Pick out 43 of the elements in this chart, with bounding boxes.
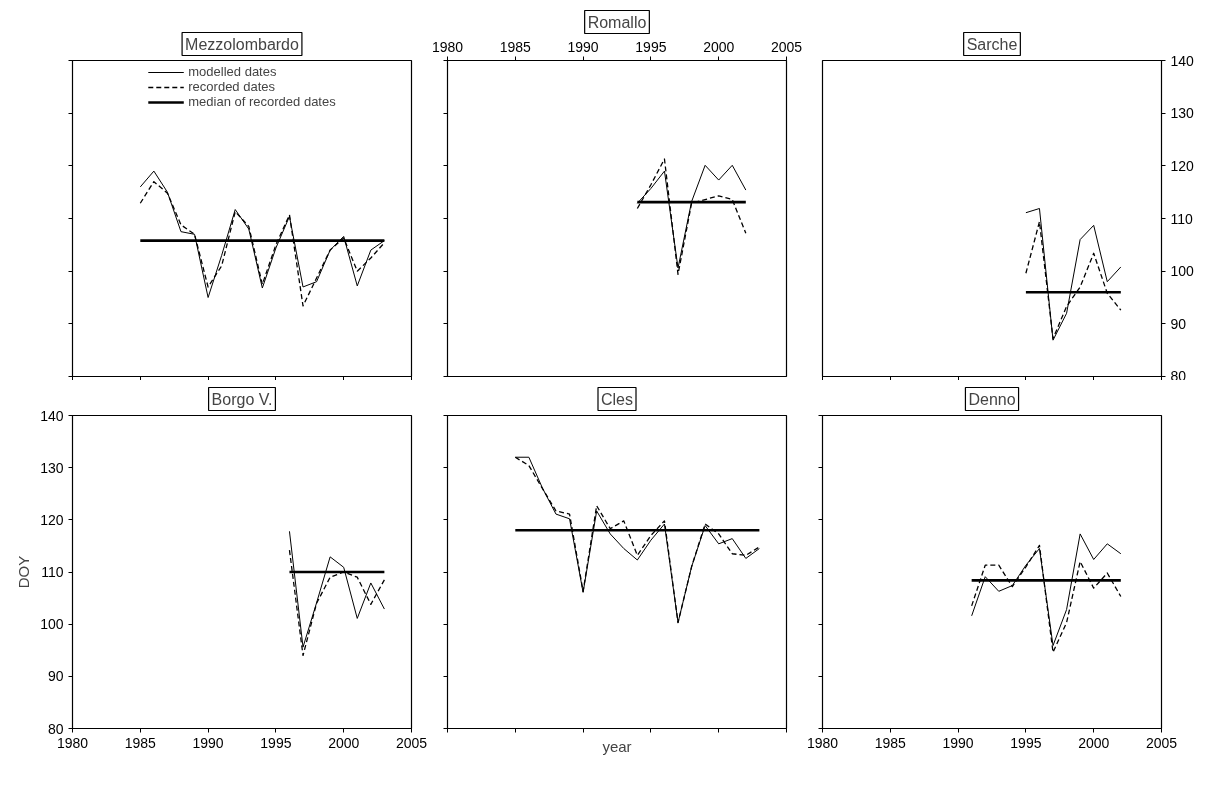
y-tick-label: 90	[1170, 315, 1187, 332]
y-tick-label: 110	[41, 564, 64, 580]
legend-label: recorded dates	[188, 79, 276, 94]
chart-title: Mezzolombardo	[185, 35, 300, 53]
x-tick-label: 2000	[703, 38, 735, 55]
chart-title: Denno	[968, 390, 1016, 408]
y-tick-label: 80	[47, 720, 64, 737]
x-tick-label: 2005	[770, 38, 803, 55]
chart-title: Cles	[601, 390, 634, 408]
x-tick-label: 1995	[260, 734, 292, 751]
x-tick-label: 1985	[499, 38, 532, 55]
x-axis-title: year	[602, 737, 632, 755]
y-tick-label: 120	[1170, 157, 1195, 174]
x-tick-label: 1985	[124, 734, 157, 751]
y-tick-label: 140	[40, 407, 64, 424]
chart-title: Sarche	[966, 35, 1018, 53]
y-tick-label: 90	[47, 668, 64, 685]
legend-label: median of recorded dates	[188, 94, 336, 109]
y-tick-label: 100	[1170, 263, 1195, 280]
x-tick-label: 2000	[1078, 734, 1110, 751]
x-tick-label: 2005	[1145, 734, 1178, 751]
y-tick-label: 80	[1170, 367, 1187, 384]
x-tick-label: 1985	[874, 734, 907, 751]
y-tick-label: 130	[40, 459, 64, 476]
x-tick-label: 1990	[567, 38, 599, 55]
x-tick-label: 1980	[56, 734, 89, 751]
chart-title: Borgo V.	[211, 390, 273, 408]
x-tick-label: 1980	[806, 734, 839, 751]
y-tick-label: 140	[1170, 52, 1195, 69]
x-tick-label: 2005	[395, 734, 428, 751]
x-tick-label: 1990	[942, 734, 974, 751]
y-tick-label: 130	[1170, 105, 1195, 122]
chart-title: Romallo	[587, 13, 647, 31]
legend-label: modelled dates	[188, 64, 277, 79]
x-tick-label: 2000	[328, 734, 360, 751]
y-tick-label: 110	[1170, 210, 1194, 227]
x-tick-label: 1990	[192, 734, 224, 751]
y-axis-title: DOY	[15, 555, 33, 589]
x-tick-label: 1995	[1010, 734, 1042, 751]
x-tick-label: 1980	[431, 38, 464, 55]
y-tick-label: 120	[40, 511, 64, 528]
x-tick-label: 1995	[635, 38, 667, 55]
y-tick-label: 100	[40, 616, 64, 633]
